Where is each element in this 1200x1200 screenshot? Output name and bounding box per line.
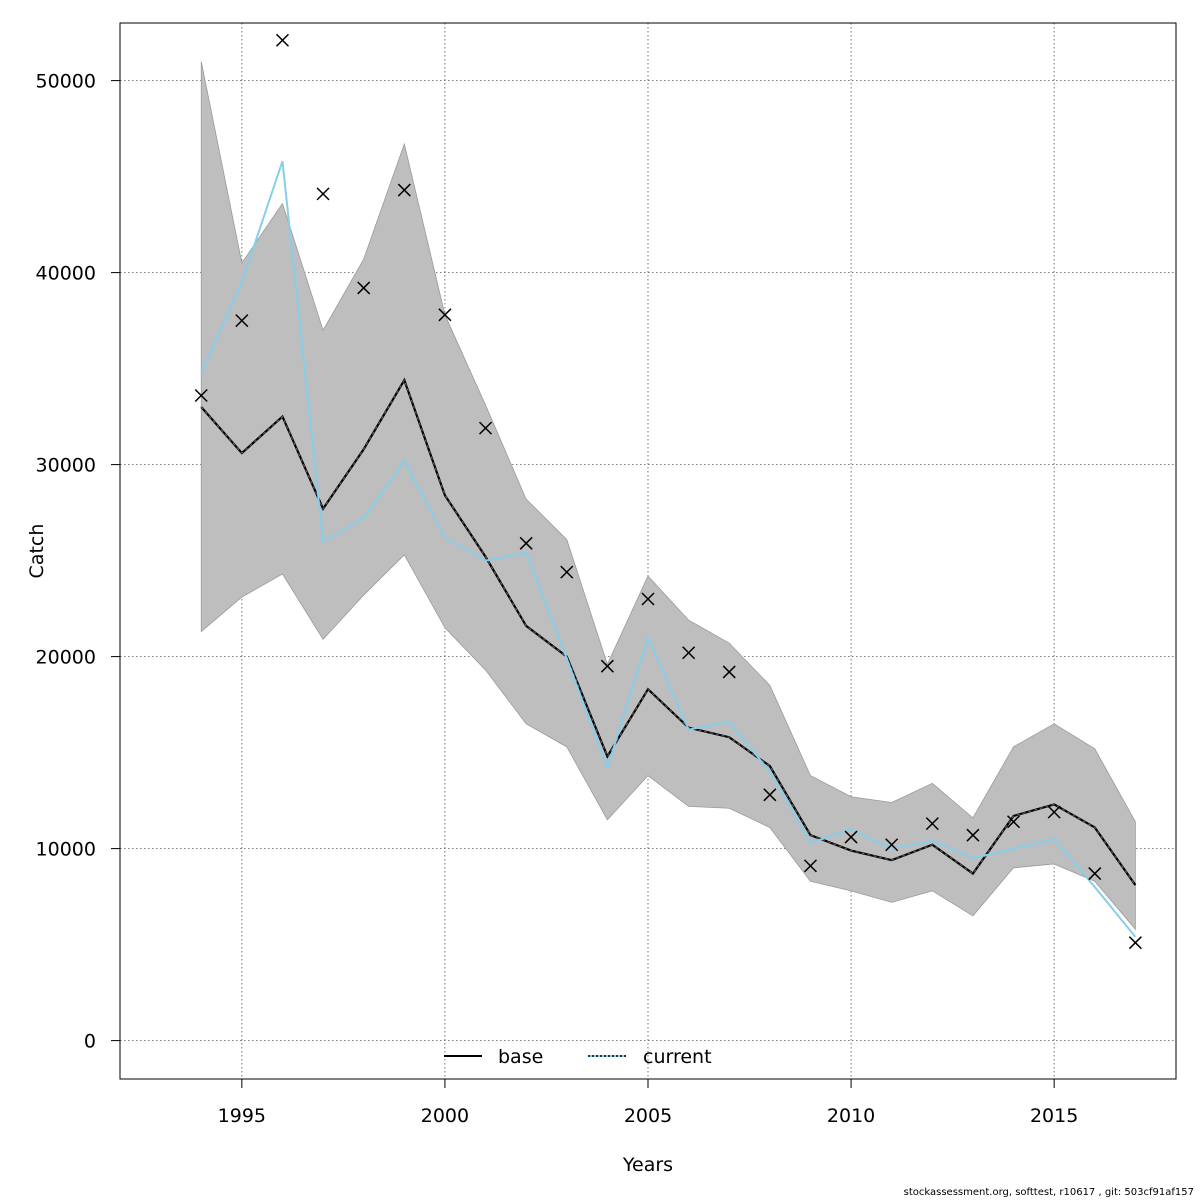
confidence-band bbox=[200, 61, 1136, 931]
observed-point-2007 bbox=[722, 665, 736, 679]
observed-point-stroke bbox=[316, 187, 330, 201]
observed-point-2000 bbox=[438, 308, 452, 322]
observed-point-1998 bbox=[357, 281, 371, 295]
observed-point-2016 bbox=[1088, 867, 1102, 881]
observed-point-stroke bbox=[438, 308, 452, 322]
y-tick-label-20000: 20000 bbox=[36, 647, 96, 669]
series-line-base-dash bbox=[200, 378, 1136, 886]
observed-point-2014 bbox=[1007, 815, 1021, 829]
legend-label-current: current bbox=[643, 1046, 712, 1068]
observed-point-2003 bbox=[560, 565, 574, 579]
observed-point-1996 bbox=[275, 33, 289, 47]
observed-point-stroke bbox=[519, 536, 533, 550]
observed-point-1995 bbox=[235, 314, 249, 328]
observed-point-stroke bbox=[682, 646, 696, 660]
observed-point-stroke bbox=[844, 830, 858, 844]
observed-point-stroke bbox=[641, 592, 655, 606]
observed-point-stroke bbox=[1088, 867, 1102, 881]
footer-note: stockassessment.org, softtest, r10617 , … bbox=[903, 1187, 1194, 1198]
x-axis-label: Years bbox=[622, 1154, 673, 1176]
y-tick-label-40000: 40000 bbox=[36, 263, 96, 285]
y-axis: 0 10000 20000 30000 40000 50000 bbox=[36, 71, 120, 1053]
legend-item-current: current bbox=[588, 1046, 712, 1068]
observed-point-stroke bbox=[925, 817, 939, 831]
observed-point-2011 bbox=[885, 838, 899, 852]
observed-point-stroke bbox=[1128, 936, 1142, 950]
series-lines bbox=[200, 160, 1137, 938]
observed-point-stroke bbox=[194, 388, 208, 403]
observed-point-stroke bbox=[763, 788, 777, 802]
observed-point-stroke bbox=[560, 565, 574, 579]
observed-point-stroke bbox=[600, 659, 614, 673]
observed-point-2004 bbox=[600, 659, 614, 673]
x-axis: 1995 2000 2005 2010 2015 bbox=[218, 1079, 1078, 1127]
observed-point-stroke bbox=[803, 859, 817, 873]
x-tick-label-2000: 2000 bbox=[421, 1105, 469, 1127]
observed-point-2002 bbox=[519, 536, 533, 550]
observed-point-stroke bbox=[397, 183, 411, 197]
observed-point-stroke bbox=[479, 421, 493, 435]
observed-point-1997 bbox=[316, 187, 330, 201]
observed-points bbox=[194, 33, 1142, 950]
x-tick-label-1995: 1995 bbox=[218, 1105, 266, 1127]
observed-point-stroke bbox=[235, 314, 249, 328]
grid bbox=[120, 23, 1176, 1079]
y-tick-label-30000: 30000 bbox=[36, 455, 96, 477]
observed-point-stroke bbox=[275, 33, 289, 47]
y-tick-label-0: 0 bbox=[84, 1031, 96, 1053]
observed-point-stroke bbox=[722, 665, 736, 679]
observed-point-2012 bbox=[925, 817, 939, 831]
observed-point-2009 bbox=[803, 859, 817, 873]
observed-point-2005 bbox=[641, 592, 655, 606]
observed-point-2013 bbox=[966, 828, 980, 842]
legend-item-base: base bbox=[444, 1046, 543, 1068]
observed-point-2006 bbox=[682, 646, 696, 660]
observed-point-2015 bbox=[1047, 805, 1061, 819]
x-tick-label-2005: 2005 bbox=[624, 1105, 672, 1127]
series-line-current bbox=[200, 160, 1137, 938]
observed-point-2008 bbox=[763, 788, 777, 802]
observed-point-1994 bbox=[194, 388, 208, 403]
observed-point-2010 bbox=[844, 830, 858, 844]
observed-point-stroke bbox=[357, 281, 371, 295]
observed-point-stroke bbox=[966, 828, 980, 842]
confidence-band-area bbox=[200, 61, 1136, 931]
y-tick-label-10000: 10000 bbox=[36, 839, 96, 861]
y-axis-label: Catch bbox=[26, 524, 48, 579]
x-tick-label-2015: 2015 bbox=[1030, 1105, 1078, 1127]
observed-point-2017 bbox=[1128, 936, 1142, 950]
observed-point-1999 bbox=[397, 183, 411, 197]
observed-point-stroke bbox=[1047, 805, 1061, 819]
legend: base current bbox=[444, 1046, 712, 1068]
observed-point-2001 bbox=[479, 421, 493, 435]
y-tick-label-50000: 50000 bbox=[36, 71, 96, 93]
observed-point-stroke bbox=[885, 838, 899, 852]
observed-point-stroke bbox=[1007, 815, 1021, 829]
x-tick-label-2010: 2010 bbox=[827, 1105, 875, 1127]
legend-label-base: base bbox=[498, 1046, 543, 1068]
